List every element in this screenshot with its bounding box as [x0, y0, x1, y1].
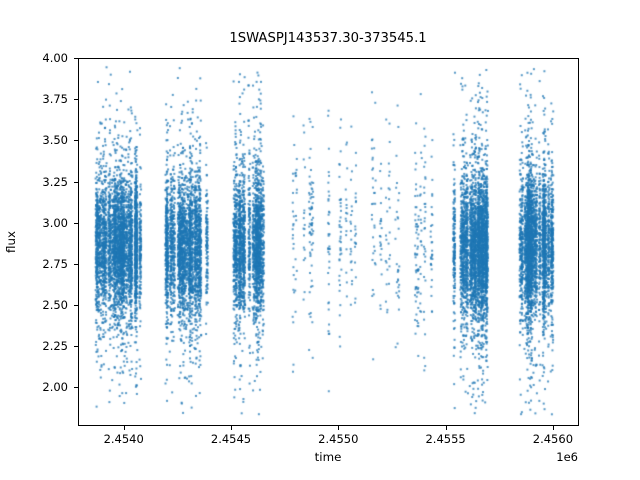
x-tick-mark — [123, 426, 125, 430]
x-axis-label: time — [314, 450, 342, 464]
y-tick-label: 3.50 — [42, 133, 68, 148]
y-tick-mark — [74, 99, 78, 101]
x-tick-label: 2.4560 — [532, 432, 574, 446]
chart-title: 1SWASPJ143537.30-373545.1 — [229, 31, 427, 46]
y-tick-mark — [74, 346, 78, 348]
y-tick-mark — [74, 58, 78, 59]
x-tick-mark — [445, 426, 447, 430]
y-tick-mark — [74, 387, 78, 389]
y-tick-label: 3.25 — [42, 174, 68, 189]
y-axis-label: flux — [4, 231, 18, 253]
scatter-points-layer — [78, 58, 578, 425]
y-tick-mark — [74, 140, 78, 142]
axis-spine-bottom — [78, 425, 579, 426]
x-tick-label: 2.4545 — [210, 432, 252, 446]
x-tick-label: 2.4540 — [103, 432, 144, 446]
y-tick-label: 4.00 — [42, 51, 68, 65]
y-tick-mark — [74, 263, 78, 265]
axis-spine-left — [78, 58, 79, 426]
x-axis-offset-text: 1e6 — [556, 450, 578, 464]
x-tick-mark — [338, 426, 340, 430]
y-tick-label: 3.75 — [42, 92, 68, 107]
x-tick-mark — [552, 426, 554, 430]
x-tick-mark — [231, 426, 232, 430]
y-tick-label: 2.00 — [42, 380, 68, 395]
y-tick-label: 2.50 — [42, 298, 68, 313]
y-tick-label: 2.25 — [42, 339, 68, 354]
y-tick-mark — [74, 181, 78, 183]
x-tick-label: 2.4550 — [318, 432, 359, 446]
y-tick-label: 3.00 — [42, 215, 68, 230]
y-tick-mark — [74, 305, 78, 307]
axis-spine-top — [78, 58, 579, 59]
axis-spine-right — [578, 58, 579, 426]
plot-area — [78, 58, 578, 425]
y-tick-mark — [74, 222, 78, 224]
x-tick-label: 2.4555 — [425, 432, 466, 446]
y-tick-label: 2.75 — [42, 256, 68, 271]
